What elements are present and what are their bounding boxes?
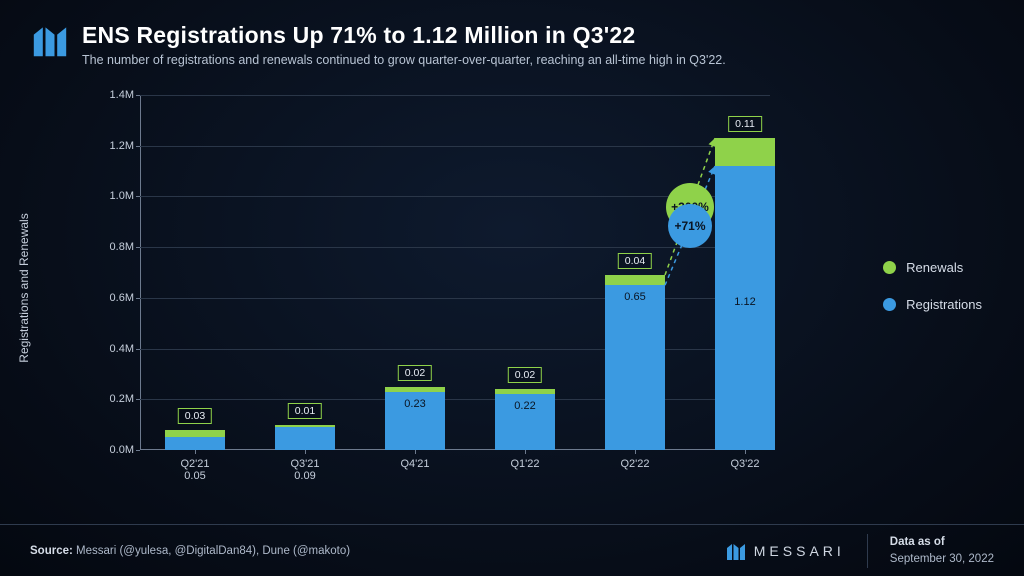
data-as-of: Data as of September 30, 2022 — [890, 534, 994, 566]
bar-group — [385, 387, 445, 450]
grid-line — [140, 247, 770, 248]
bar-group — [165, 430, 225, 450]
chart-area: 0.0M0.2M0.4M0.6M0.8M1.0M1.2M1.4MQ2'210.0… — [80, 95, 800, 475]
y-tick-label: 0.0M — [100, 444, 134, 456]
x-tick-mark — [305, 450, 306, 454]
legend-label: Registrations — [906, 297, 982, 312]
x-tick-label: Q3'21 — [290, 458, 319, 470]
grid-line — [140, 95, 770, 96]
grid-line — [140, 399, 770, 400]
y-tick-mark — [136, 146, 140, 147]
bar-renewals — [715, 138, 775, 166]
bar-registrations — [165, 437, 225, 450]
x-tick-label: Q2'21 — [180, 458, 209, 470]
legend-label: Renewals — [906, 260, 963, 275]
renewals-value-label: 0.02 — [398, 365, 432, 381]
bar-group — [715, 138, 775, 450]
legend-item-renewals: Renewals — [883, 260, 982, 275]
legend-item-registrations: Registrations — [883, 297, 982, 312]
renewals-value-label: 0.04 — [618, 253, 652, 269]
source-prefix: Source: — [30, 545, 73, 557]
y-tick-mark — [136, 399, 140, 400]
plot: 0.0M0.2M0.4M0.6M0.8M1.0M1.2M1.4MQ2'210.0… — [110, 95, 770, 450]
bar-renewals — [605, 275, 665, 285]
grid-line — [140, 146, 770, 147]
y-tick-label: 1.0M — [100, 190, 134, 202]
x-tick-label: Q2'22 — [620, 458, 649, 470]
legend: Renewals Registrations — [883, 260, 982, 334]
bar-registrations — [275, 427, 335, 450]
bar-group — [275, 425, 335, 450]
source-line: Source: Messari (@yulesa, @DigitalDan84)… — [30, 545, 350, 557]
bar-renewals — [385, 387, 445, 392]
y-tick-mark — [136, 95, 140, 96]
legend-swatch — [883, 261, 896, 274]
x-tick-mark — [415, 450, 416, 454]
chart-subtitle: The number of registrations and renewals… — [82, 53, 992, 67]
footer-separator — [867, 534, 868, 568]
y-axis-label: Registrations and Renewals — [17, 213, 31, 362]
y-tick-label: 0.8M — [100, 241, 134, 253]
chart-title: ENS Registrations Up 71% to 1.12 Million… — [82, 22, 992, 49]
registrations-value-label: 0.09 — [294, 470, 315, 482]
bar-group — [495, 389, 555, 450]
registrations-value-label: 0.65 — [624, 291, 645, 303]
registrations-value-label: 0.23 — [404, 398, 425, 410]
x-tick-label: Q4'21 — [400, 458, 429, 470]
header: ENS Registrations Up 71% to 1.12 Million… — [32, 22, 992, 67]
bar-renewals — [275, 425, 335, 428]
renewals-value-label: 0.11 — [728, 116, 762, 132]
x-tick-mark — [635, 450, 636, 454]
footer-brand: MESSARI — [726, 541, 845, 561]
y-axis-line — [140, 95, 141, 450]
x-axis-line — [140, 449, 770, 450]
bar-registrations — [715, 166, 775, 450]
y-tick-label: 0.6M — [100, 292, 134, 304]
x-tick-label: Q3'22 — [730, 458, 759, 470]
grid-line — [140, 349, 770, 350]
bar-renewals — [165, 430, 225, 438]
renewals-value-label: 0.01 — [288, 403, 322, 419]
legend-swatch — [883, 298, 896, 311]
registrations-growth-callout: +71% — [668, 204, 712, 248]
y-tick-mark — [136, 247, 140, 248]
messari-logo-icon — [32, 22, 68, 58]
y-tick-label: 0.4M — [100, 343, 134, 355]
y-tick-label: 0.2M — [100, 393, 134, 405]
y-tick-mark — [136, 298, 140, 299]
y-tick-label: 1.4M — [100, 89, 134, 101]
y-tick-mark — [136, 450, 140, 451]
brand-text: MESSARI — [754, 543, 845, 559]
data-as-of-value: September 30, 2022 — [890, 553, 994, 565]
x-tick-mark — [195, 450, 196, 454]
y-tick-mark — [136, 349, 140, 350]
bar-renewals — [495, 389, 555, 394]
y-tick-label: 1.2M — [100, 140, 134, 152]
registrations-value-label: 0.22 — [514, 400, 535, 412]
y-tick-mark — [136, 196, 140, 197]
grid-line — [140, 298, 770, 299]
x-tick-label: Q1'22 — [510, 458, 539, 470]
footer: Source: Messari (@yulesa, @DigitalDan84)… — [0, 524, 1024, 576]
renewals-value-label: 0.02 — [508, 367, 542, 383]
messari-logo-icon — [726, 541, 746, 561]
registrations-value-label: 0.05 — [184, 470, 205, 482]
renewals-value-label: 0.03 — [178, 408, 212, 424]
callout-connectors — [110, 95, 800, 450]
x-tick-mark — [525, 450, 526, 454]
data-as-of-label: Data as of — [890, 534, 994, 550]
source-text: Messari (@yulesa, @DigitalDan84), Dune (… — [76, 545, 350, 557]
registrations-value-label: 1.12 — [734, 296, 755, 308]
bar-registrations — [605, 285, 665, 450]
x-tick-mark — [745, 450, 746, 454]
title-block: ENS Registrations Up 71% to 1.12 Million… — [82, 22, 992, 67]
